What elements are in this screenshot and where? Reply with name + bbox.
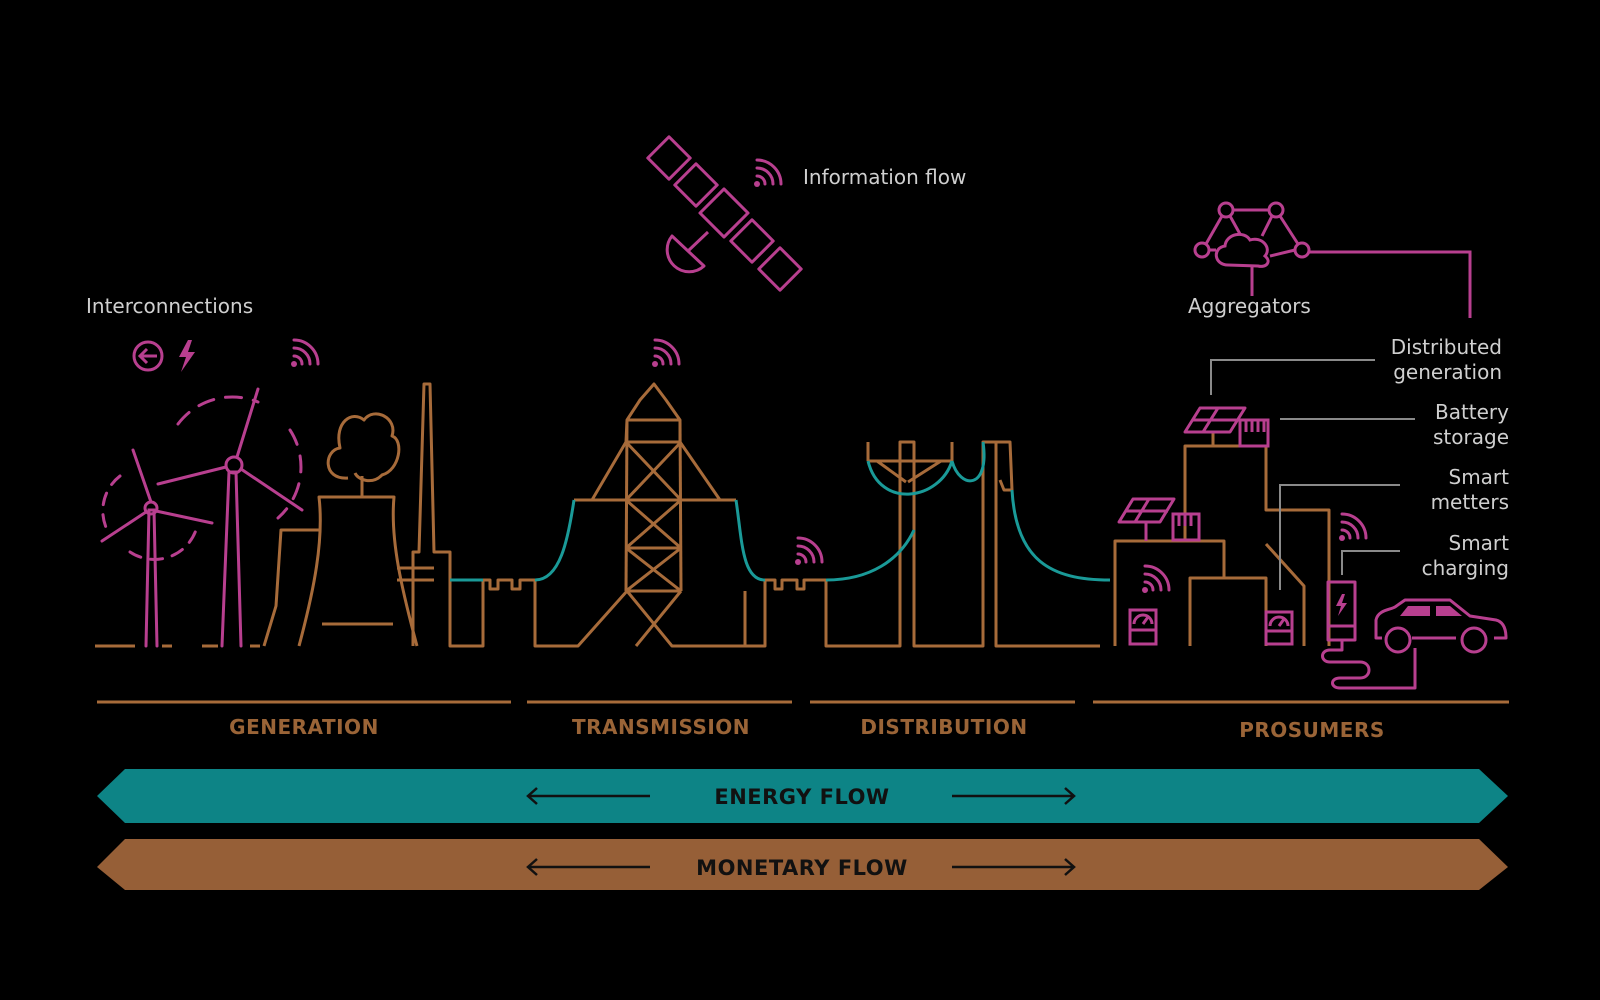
- interconnections-label: Interconnections: [86, 294, 253, 318]
- section-prosumers: PROSUMERS: [1239, 718, 1385, 742]
- callout-lines: [1210, 359, 1415, 590]
- power-plant: [262, 382, 485, 648]
- wind-turbine-large: [156, 387, 304, 648]
- distributed-generation-label-line1: Distributed: [1391, 335, 1502, 359]
- cloud-network-icon: [1193, 201, 1472, 318]
- arrow-circle-icon: [132, 340, 164, 372]
- energy-flow-band: [97, 769, 1508, 823]
- smart-meter-icon: [1128, 608, 1294, 646]
- prosumer-buildings: [1113, 433, 1331, 646]
- power-lines: [450, 441, 1111, 582]
- electric-car-icon: [1374, 598, 1508, 654]
- aggregators-label: Aggregators: [1188, 294, 1311, 318]
- wind-turbine-small: [100, 448, 214, 648]
- wifi-signal-icon: [291, 338, 320, 367]
- battery-storage-label-line1: Battery: [1435, 400, 1509, 424]
- distributed-generation-label-line2: generation: [1393, 360, 1502, 384]
- monetary-flow-label: MONETARY FLOW: [696, 856, 908, 880]
- transmission-tower: [483, 382, 747, 648]
- satellite-icon: [646, 135, 803, 292]
- wifi-signal-icon: [652, 338, 681, 367]
- wifi-signal-icon: [1142, 512, 1368, 593]
- solar-panel-icon: [1117, 406, 1247, 541]
- smart-meters-label-line2: metters: [1431, 490, 1509, 514]
- distribution-station: [743, 440, 1100, 648]
- battery-storage-label-line2: storage: [1433, 425, 1509, 449]
- battery-icon: [1171, 418, 1270, 542]
- monetary-flow-band: [97, 839, 1508, 890]
- section-generation: GENERATION: [229, 715, 379, 739]
- lightning-bolt-icon: [179, 340, 195, 372]
- information-flow-label: Information flow: [803, 165, 966, 189]
- ev-charger-icon: [1321, 580, 1417, 690]
- wifi-signal-icon: [754, 158, 783, 187]
- section-distribution: DISTRIBUTION: [860, 715, 1027, 739]
- smart-charging-label-line2: charging: [1422, 556, 1509, 580]
- monetary-flow-arrows: [526, 858, 1076, 876]
- smart-charging-label-line1: Smart: [1449, 531, 1510, 555]
- energy-flow-arrows: [526, 787, 1076, 805]
- section-transmission: TRANSMISSION: [572, 715, 750, 739]
- wifi-signal-icon: [795, 536, 824, 565]
- energy-flow-label: ENERGY FLOW: [714, 785, 889, 809]
- smart-meters-label-line1: Smart: [1449, 465, 1510, 489]
